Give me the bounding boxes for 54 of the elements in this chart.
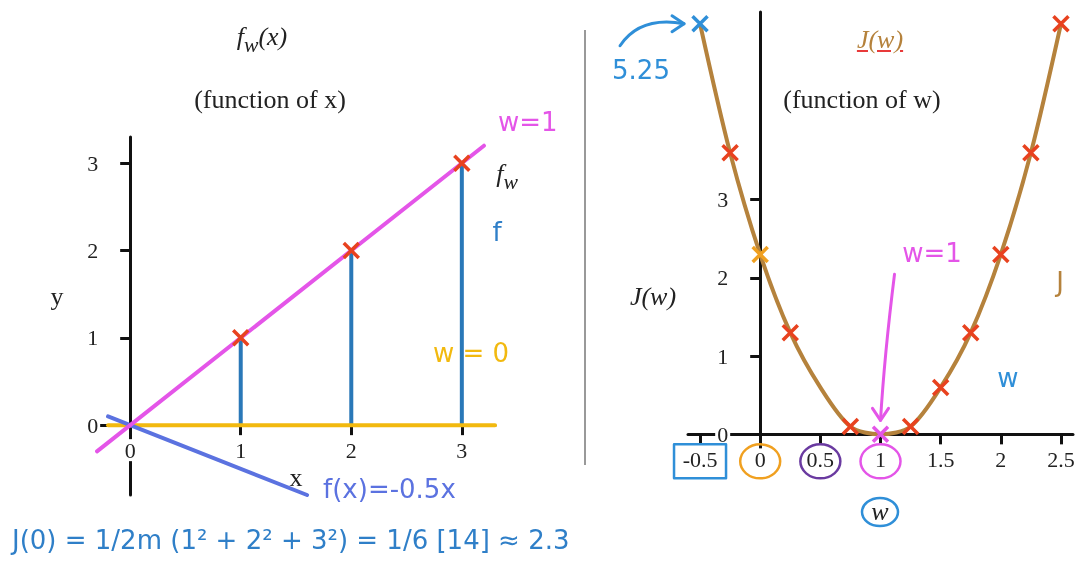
point [901, 417, 920, 436]
x-axis-title: x [289, 463, 303, 493]
point [342, 241, 361, 260]
text: J(w) [856, 25, 904, 55]
x-tick-label: 1 [235, 437, 247, 463]
x-tick-label: 2 [995, 446, 1007, 472]
text: f$_{w}$ [496, 159, 518, 195]
chart-subtitle: (function of x) [194, 85, 346, 115]
point [452, 153, 472, 173]
point [871, 425, 890, 444]
x-tick-label: 0 [754, 446, 766, 472]
y-tick-label: 0 [87, 412, 99, 438]
bar [459, 163, 464, 426]
annotation: w=1 [902, 238, 962, 268]
point [961, 323, 980, 342]
point [1021, 143, 1041, 163]
text: (function of w) [783, 85, 941, 115]
x-tick-label: 0 [124, 437, 136, 463]
x-tick-label: 2 [345, 437, 357, 463]
x-tick-label: 1 [875, 446, 886, 472]
point [231, 328, 250, 348]
text: 5.25 [612, 55, 670, 85]
text: w = 0 [433, 338, 510, 369]
x-tick-label: 1.5 [926, 446, 955, 472]
y-tick-label: 3 [717, 187, 729, 213]
point [1051, 14, 1071, 33]
y-tick-label: 1 [87, 325, 99, 351]
point [750, 245, 770, 264]
annotation: J [1056, 267, 1064, 297]
x-tick-label: 0.5 [806, 446, 835, 472]
x-tick-label: 3 [456, 437, 468, 463]
y-tick-label: 2 [87, 238, 99, 264]
point [991, 245, 1011, 264]
point [690, 14, 710, 33]
y-tick-label: 1 [717, 343, 729, 369]
series-label: f(x)=-0.5x [323, 474, 456, 504]
chart-title: f$_{w}$(x) [236, 22, 288, 58]
y-tick-label: 2 [717, 265, 729, 291]
x-tick-label: 2.5 [1047, 446, 1075, 472]
x-tick-label: -0.5 [682, 446, 718, 472]
y-tick-label: 3 [87, 150, 99, 176]
y-tick-label: 0 [717, 421, 729, 447]
series-label: w=1 [497, 106, 558, 137]
point [720, 143, 740, 163]
text: J(0) = 1/2m (1² + 2² + 3²) = 1/6 [14] ≈ 2.3 [12, 525, 570, 555]
annotation: f [492, 217, 502, 247]
y-axis-title: J(w) [629, 282, 677, 312]
annotation: w [997, 363, 1019, 393]
point [931, 378, 950, 397]
x-axis-title: w [871, 497, 889, 527]
y-axis-title: y [50, 282, 64, 312]
point [841, 417, 860, 436]
bar [349, 250, 354, 426]
point [781, 323, 800, 342]
